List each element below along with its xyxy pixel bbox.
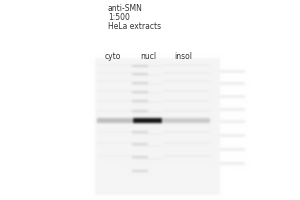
Text: insol: insol [174, 52, 192, 61]
Text: cyto: cyto [105, 52, 121, 61]
Text: 1:500: 1:500 [108, 13, 130, 22]
Text: nucl: nucl [140, 52, 156, 61]
Text: HeLa extracts: HeLa extracts [108, 22, 161, 31]
Text: anti-SMN: anti-SMN [108, 4, 143, 13]
